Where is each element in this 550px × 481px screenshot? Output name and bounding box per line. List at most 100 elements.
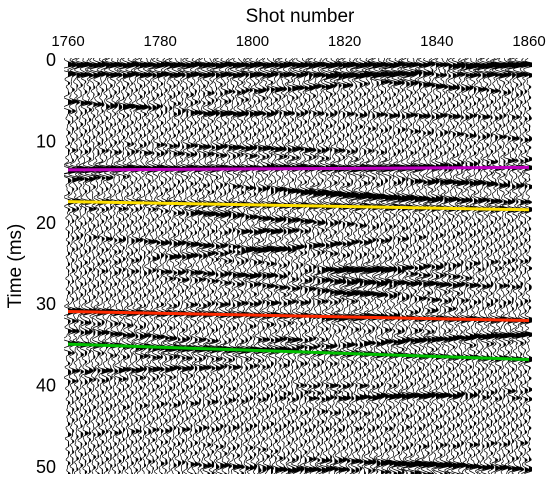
seismic-trace xyxy=(477,58,497,474)
seismic-trace xyxy=(234,58,251,474)
y-axis-title: Time (ms) xyxy=(5,224,26,309)
x-tick-label: 1820 xyxy=(328,33,361,50)
seismic-trace xyxy=(467,58,483,474)
seismic-trace xyxy=(68,58,87,474)
seismic-trace xyxy=(407,58,425,474)
seismic-trace xyxy=(360,58,378,474)
seismic-trace xyxy=(90,58,108,474)
seismic-trace xyxy=(319,58,335,474)
seismic-trace xyxy=(299,58,313,474)
seismic-trace xyxy=(350,58,370,474)
seismic-trace xyxy=(272,58,290,474)
seismic-trace xyxy=(500,58,518,474)
seismic-trace xyxy=(146,58,162,474)
seismic-trace xyxy=(142,58,159,474)
seismic-trace xyxy=(98,58,116,474)
seismic-trace xyxy=(443,58,458,474)
seismic-trace xyxy=(212,58,231,474)
seismic-trace xyxy=(289,58,306,474)
seismic-trace xyxy=(162,58,180,474)
seismic-trace xyxy=(200,58,217,474)
seismic-trace xyxy=(355,58,374,474)
seismic-trace xyxy=(428,58,446,474)
y-tick-label: 0 xyxy=(46,50,56,70)
x-tick-label: 1760 xyxy=(51,33,84,50)
seismic-trace xyxy=(252,58,269,474)
seismic-trace xyxy=(79,58,99,474)
seismic-trace xyxy=(182,58,200,474)
seismic-trace xyxy=(519,58,532,474)
seismic-trace xyxy=(455,58,469,474)
picked-horizons xyxy=(67,165,530,362)
y-tick-label: 50 xyxy=(36,457,56,477)
horizon-line xyxy=(67,165,530,172)
seismic-trace xyxy=(412,58,429,474)
seismic-trace xyxy=(424,58,441,474)
seismic-trace xyxy=(111,58,129,474)
horizon-line xyxy=(67,310,530,322)
seismic-trace xyxy=(133,58,150,474)
seismic-trace xyxy=(276,58,293,474)
seismic-trace xyxy=(292,58,310,474)
seismic-trace xyxy=(242,58,259,474)
seismic-trace xyxy=(188,58,205,474)
seismic-trace xyxy=(260,58,277,474)
seismic-trace xyxy=(286,58,301,474)
seismic-trace xyxy=(373,58,391,474)
seismic-trace xyxy=(282,58,296,474)
seismic-trace xyxy=(178,58,197,474)
seismic-trace xyxy=(196,58,214,474)
y-tick-labels: 0 10 20 30 40 50 xyxy=(36,50,56,477)
seismic-trace xyxy=(506,58,526,474)
seismic-trace xyxy=(64,58,82,474)
seismic-trace xyxy=(310,58,326,474)
x-tick-label: 1780 xyxy=(144,33,177,50)
x-tick-label: 1800 xyxy=(236,33,269,50)
horizon-line xyxy=(67,342,530,362)
x-axis-title: Shot number xyxy=(246,6,355,27)
y-tick-label: 10 xyxy=(36,131,56,151)
seismic-trace xyxy=(462,58,480,474)
seismic-trace xyxy=(459,58,474,474)
seismic-trace xyxy=(204,58,222,474)
seismic-trace xyxy=(398,58,416,474)
horizon-line xyxy=(67,200,530,212)
seismic-trace xyxy=(305,58,323,474)
seismic-trace xyxy=(513,58,531,474)
seismic-trace xyxy=(330,58,349,474)
seismic-trace xyxy=(402,58,421,474)
seismic-trace xyxy=(384,58,404,474)
x-tick-label: 1840 xyxy=(420,33,453,50)
seismic-trace xyxy=(315,58,331,474)
seismic-trace xyxy=(488,58,505,474)
seismic-trace xyxy=(491,58,509,474)
seismic-trace xyxy=(225,58,243,474)
seismic-trace xyxy=(433,58,451,474)
seismic-trace xyxy=(302,58,318,474)
plot-area xyxy=(64,58,532,474)
seismic-trace xyxy=(377,58,395,474)
y-tick-label: 20 xyxy=(36,213,56,233)
seismic-trace xyxy=(504,58,522,474)
seismic-trace xyxy=(335,58,353,474)
seismic-trace xyxy=(137,58,154,474)
seismic-trace xyxy=(483,58,501,474)
seismic-trace xyxy=(420,58,438,474)
seismic-trace xyxy=(494,58,514,474)
seismic-trace xyxy=(114,58,133,474)
seismic-trace xyxy=(322,58,340,474)
seismic-trace xyxy=(364,58,383,474)
seismic-trace xyxy=(368,58,387,474)
seismic-trace xyxy=(173,58,193,474)
x-tick-label: 1860 xyxy=(512,33,545,50)
seismic-trace xyxy=(125,58,141,474)
seismic-trace xyxy=(343,58,362,474)
seismic-trace xyxy=(392,58,412,474)
x-tick-labels: 1760 1780 1800 1820 1840 1860 xyxy=(51,33,545,50)
seismic-trace xyxy=(380,58,400,474)
seismic-trace xyxy=(451,58,466,474)
y-tick-label: 30 xyxy=(36,294,56,314)
seismic-trace xyxy=(208,58,226,474)
seismic-trace xyxy=(523,58,532,474)
